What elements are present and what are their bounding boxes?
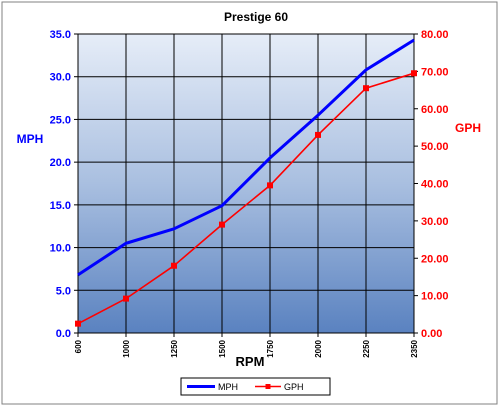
left-axis-ticks: 0.0 5.0 10.0 15.0 20.0 25.0 30.0 35.0	[50, 29, 78, 340]
series-gph-line	[77, 72, 415, 325]
series-gph-point	[315, 131, 321, 138]
y-tick-left-label: 10.0	[50, 243, 71, 255]
y-tick-left-label: 35.0	[50, 29, 71, 41]
x-tick-label: 1500	[218, 339, 227, 357]
series-mph-line	[77, 38, 415, 277]
series-gph-point	[363, 85, 369, 92]
series-layer	[75, 38, 417, 327]
y-tick-left-label: 15.0	[50, 200, 71, 212]
series-gph-point	[219, 221, 225, 228]
y-tick-right-label: 50.00	[421, 141, 449, 153]
y-tick-right-label: 40.00	[421, 179, 449, 191]
x-tick-label: 2250	[362, 339, 371, 357]
series-gph-point	[267, 182, 273, 189]
y-tick-right-label: 70.00	[421, 66, 449, 78]
x-tick-label: 1750	[266, 339, 275, 357]
x-tick-label: 1000	[122, 339, 131, 357]
series-gph-point	[123, 295, 129, 302]
series-gph-point	[171, 262, 177, 269]
y-axis-left-label: MPH	[17, 132, 44, 146]
y-axis-right-label: GPH	[455, 121, 481, 135]
y-tick-right-label: 20.00	[421, 253, 449, 265]
right-axis-ticks: 0.00 10.00 20.00 30.00 40.00 50.00 60.00 70.00 8…	[414, 29, 449, 340]
y-tick-left-label: 0.0	[56, 328, 71, 340]
y-tick-right-label: 80.00	[421, 29, 449, 41]
legend-mph-label: MPH	[218, 382, 238, 392]
y-tick-right-label: 10.00	[421, 291, 449, 303]
x-axis-ticks: 600 1000 1250 1500 1750 2000 2250 2350	[74, 333, 419, 358]
series-gph-point	[75, 320, 81, 327]
legend-gph-label: GPH	[284, 382, 304, 392]
x-tick-label: 1250	[170, 339, 179, 357]
x-tick-label: 2000	[314, 339, 323, 357]
x-axis-label: RPM	[236, 354, 265, 369]
legend-gph-marker	[265, 384, 271, 389]
y-tick-right-label: 0.00	[421, 328, 442, 340]
legend: MPH GPH	[180, 377, 331, 396]
y-tick-left-label: 30.0	[50, 72, 71, 84]
y-tick-left-label: 5.0	[56, 285, 71, 297]
y-tick-right-label: 30.00	[421, 216, 449, 228]
y-tick-left-label: 25.0	[50, 114, 71, 126]
y-tick-left-label: 20.0	[50, 157, 71, 169]
series-gph-point	[411, 70, 417, 77]
x-tick-label: 2350	[410, 339, 419, 357]
y-tick-right-label: 60.00	[421, 104, 449, 116]
x-tick-label: 600	[74, 339, 83, 353]
chart-title: Prestige 60	[224, 10, 288, 24]
